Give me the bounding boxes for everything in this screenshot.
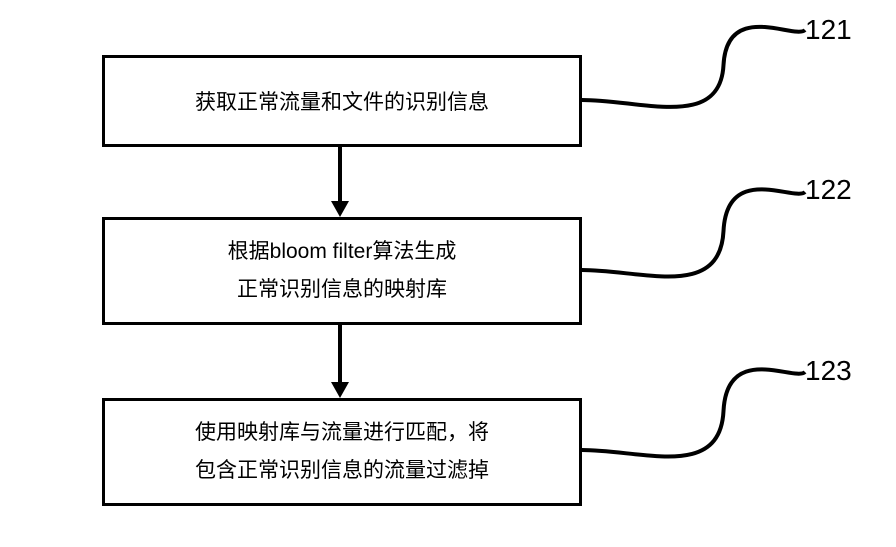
connector-3 — [0, 0, 896, 547]
connector-3-path — [582, 369, 805, 456]
label-3: 123 — [805, 355, 852, 387]
